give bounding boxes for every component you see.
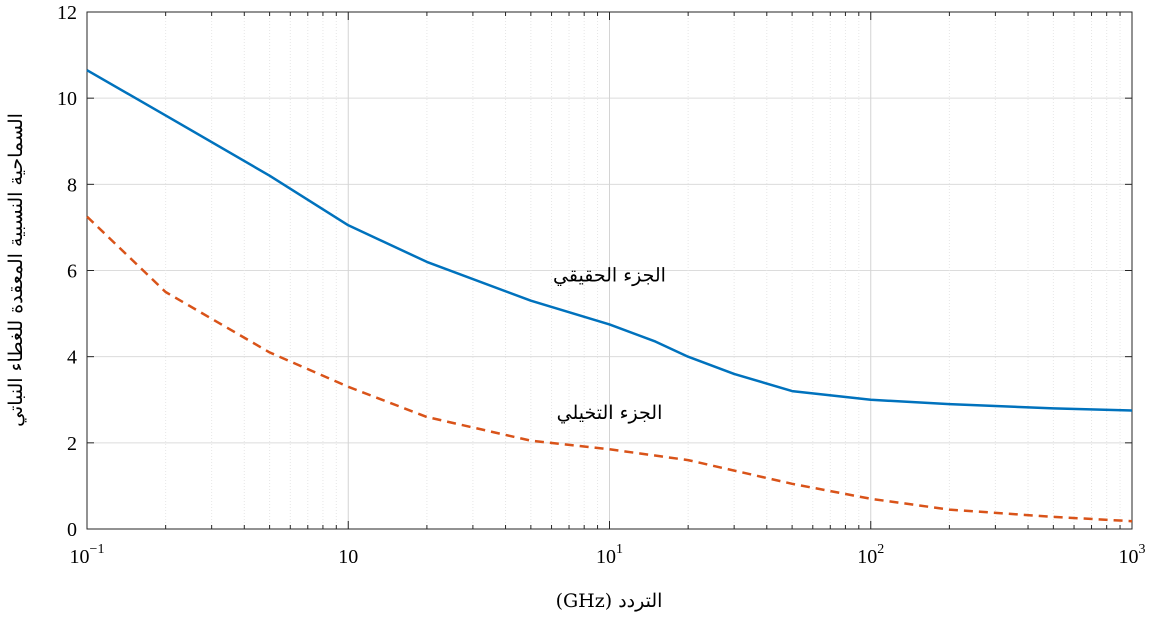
x-tick-exponent: 2 — [877, 542, 884, 557]
x-tick-base: 10 — [338, 546, 358, 568]
y-tick-label: 4 — [67, 347, 77, 369]
x-tick-exponent: 3 — [1139, 542, 1146, 557]
x-tick-base: 10 — [1119, 546, 1139, 568]
x-tick-exponent: −1 — [90, 542, 105, 557]
y-tick-label: 10 — [57, 88, 77, 110]
x-tick-base: 10 — [596, 546, 616, 568]
series-group — [86, 69, 1133, 523]
grid — [87, 12, 1132, 529]
x-tick-label: 103 — [1119, 542, 1146, 568]
series-annotation: الجزء التخيلي — [557, 402, 663, 424]
y-tick-label: 2 — [67, 433, 77, 455]
y-tick-label: 0 — [67, 519, 77, 541]
series-line-0 — [86, 69, 1133, 412]
x-tick-base: 10 — [857, 546, 877, 568]
x-tick-label: 101 — [596, 542, 623, 568]
y-tick-label: 8 — [67, 174, 77, 196]
series-annotation: الجزء الحقيقي — [553, 264, 666, 286]
x-tick-label: 102 — [857, 542, 884, 568]
x-tick-base: 10 — [70, 546, 90, 568]
x-axis-label: التردد (GHz) — [556, 590, 663, 612]
series-line-1 — [86, 215, 1133, 523]
x-tick-label: 10 — [338, 546, 358, 568]
y-tick-label: 6 — [67, 261, 77, 283]
x-tick-label: 10−1 — [70, 542, 105, 568]
annotations: الجزء الحقيقي الجزء التخيلي — [553, 264, 666, 424]
y-tick-label: 12 — [57, 2, 77, 24]
x-tick-exponent: 1 — [616, 542, 623, 557]
y-axis-label: السماحية النسبية المعقدة للغطاء النباتي — [5, 113, 27, 427]
